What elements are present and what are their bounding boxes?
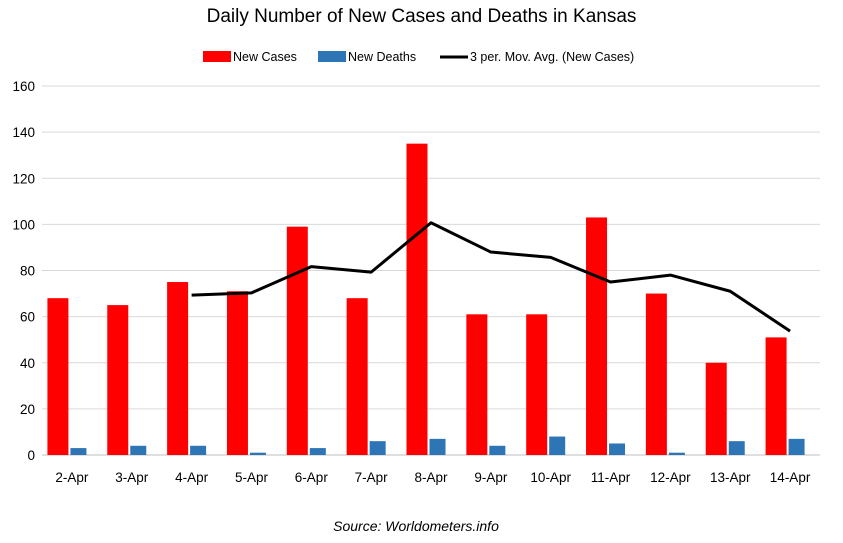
bar-new-cases bbox=[466, 314, 488, 455]
x-tick-label: 7-Apr bbox=[355, 470, 389, 485]
legend-label-new-cases: New Cases bbox=[233, 50, 297, 64]
bar-new-deaths bbox=[130, 445, 147, 455]
bar-new-cases bbox=[406, 143, 428, 455]
x-tick-label: 10-Apr bbox=[530, 470, 571, 485]
y-tick-label: 20 bbox=[20, 402, 35, 417]
source-note: Source: Worldometers.info bbox=[333, 518, 499, 534]
x-tick-label: 5-Apr bbox=[235, 470, 269, 485]
bar-new-deaths bbox=[609, 443, 626, 455]
x-tick-label: 8-Apr bbox=[414, 470, 448, 485]
bars bbox=[47, 143, 805, 455]
legend-swatch-new-deaths bbox=[318, 51, 346, 62]
bar-new-deaths bbox=[70, 448, 87, 455]
legend-swatch-new-cases bbox=[203, 51, 231, 62]
bar-new-cases bbox=[526, 314, 548, 455]
bar-new-cases bbox=[167, 282, 189, 455]
bar-new-cases bbox=[47, 298, 69, 455]
x-tick-label: 9-Apr bbox=[474, 470, 508, 485]
y-tick-label: 120 bbox=[12, 171, 35, 186]
moving-average-polyline bbox=[191, 221, 791, 333]
gridlines bbox=[42, 85, 820, 456]
y-tick-label: 40 bbox=[20, 356, 35, 371]
bar-new-deaths bbox=[249, 452, 266, 455]
bar-new-deaths bbox=[728, 441, 745, 455]
bar-new-deaths bbox=[549, 436, 566, 455]
y-tick-label: 80 bbox=[20, 264, 35, 279]
x-tick-label: 6-Apr bbox=[295, 470, 329, 485]
legend-label-new-deaths: New Deaths bbox=[348, 50, 416, 64]
bar-new-deaths bbox=[309, 448, 326, 455]
x-tick-label: 2-Apr bbox=[55, 470, 89, 485]
bar-new-cases bbox=[705, 362, 727, 455]
x-tick-label: 12-Apr bbox=[650, 470, 691, 485]
bar-new-cases bbox=[346, 298, 368, 455]
x-tick-label: 3-Apr bbox=[115, 470, 149, 485]
bar-new-deaths bbox=[668, 452, 685, 455]
x-tick-label: 4-Apr bbox=[175, 470, 209, 485]
bar-new-cases bbox=[107, 305, 129, 455]
y-tick-label: 140 bbox=[12, 125, 35, 140]
bar-new-deaths bbox=[489, 445, 506, 455]
bar-new-cases bbox=[765, 337, 787, 455]
bar-new-cases bbox=[645, 293, 667, 455]
legend-label-moving-average: 3 per. Mov. Avg. (New Cases) bbox=[470, 50, 634, 64]
y-tick-label: 100 bbox=[12, 217, 35, 232]
bar-new-deaths bbox=[429, 438, 446, 455]
y-tick-label: 60 bbox=[20, 310, 35, 325]
x-tick-label: 11-Apr bbox=[591, 470, 631, 485]
y-tick-label: 0 bbox=[27, 448, 35, 463]
legend: New Cases New Deaths 3 per. Mov. Avg. (New… bbox=[203, 50, 634, 64]
x-axis: 2-Apr 3-Apr 4-Apr 5-Apr 6-Apr 7-Apr 8-Apr 9-Apr… bbox=[55, 470, 810, 485]
bar-new-cases bbox=[286, 226, 308, 455]
x-tick-label: 14-Apr bbox=[770, 470, 811, 485]
moving-average-line bbox=[191, 221, 791, 333]
bar-new-cases bbox=[226, 291, 248, 455]
y-axis: 0 20 40 60 80 100 120 140 160 bbox=[12, 79, 35, 463]
bar-new-cases bbox=[586, 217, 608, 455]
bar-new-deaths bbox=[788, 438, 805, 455]
x-tick-label: 13-Apr bbox=[710, 470, 751, 485]
y-tick-label: 160 bbox=[12, 79, 35, 94]
chart-title: Daily Number of New Cases and Deaths in … bbox=[207, 6, 637, 27]
bar-new-deaths bbox=[369, 441, 386, 455]
bar-new-deaths bbox=[190, 445, 207, 455]
